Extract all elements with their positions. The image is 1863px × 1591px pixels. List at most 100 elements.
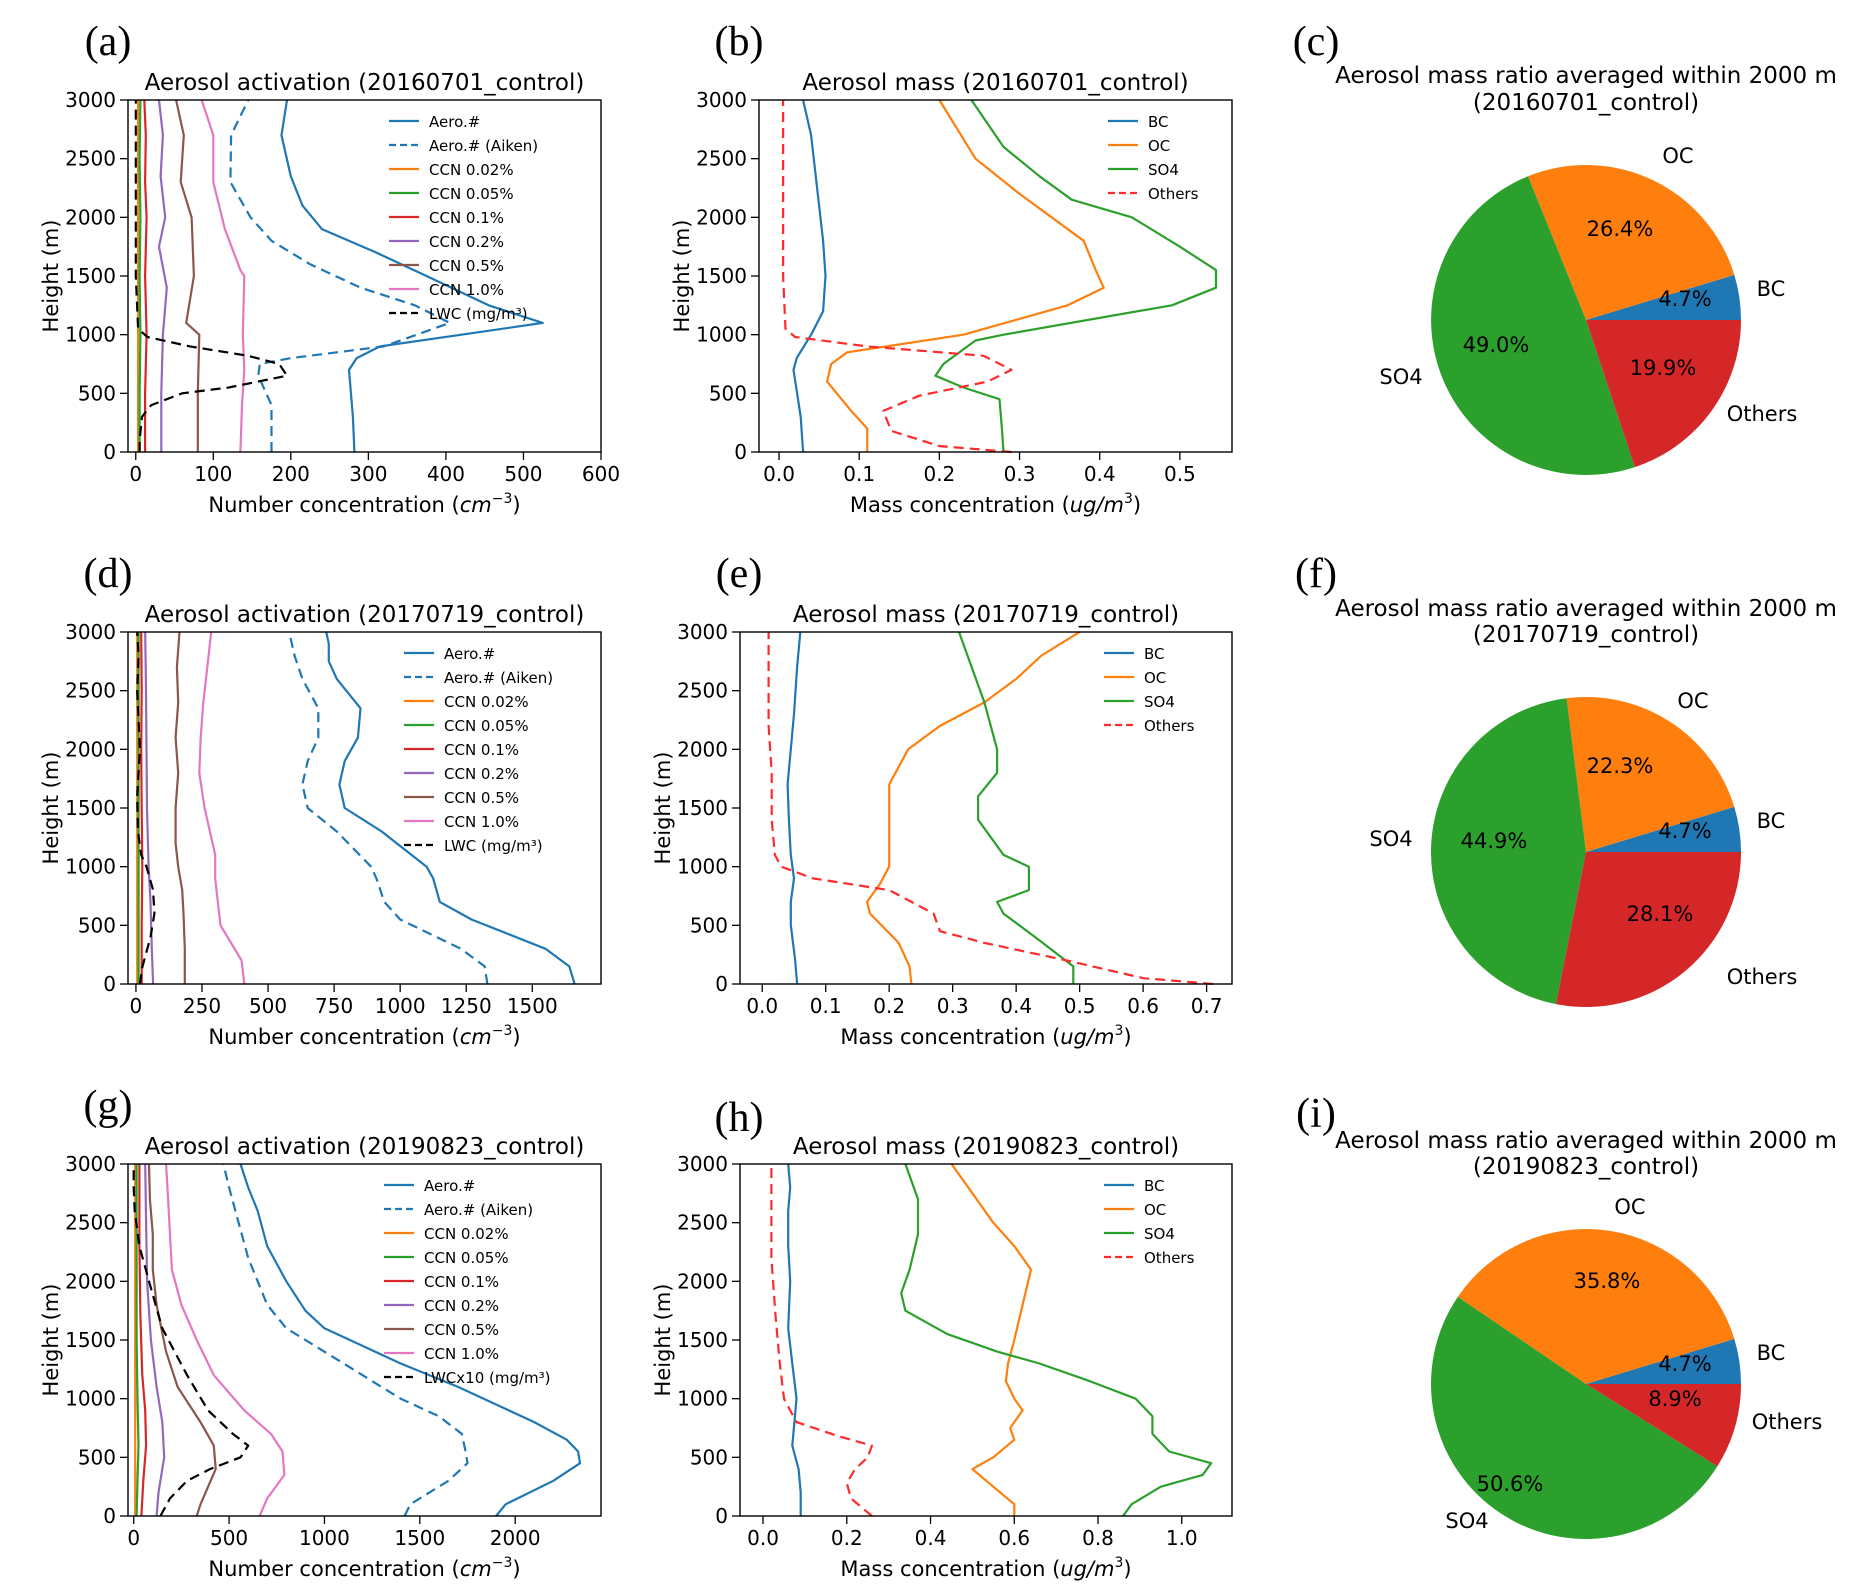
x-tick-label: 0 (127, 1526, 140, 1550)
series-line-e-bc (786, 631, 802, 985)
legend-label: CCN 0.5% (429, 257, 504, 275)
y-tick-label: 3000 (677, 1152, 728, 1176)
x-axis-label: Number concentration (cm−3) (208, 1023, 520, 1049)
chart-panel-a: 0 100 200 300 400 500 600 0 500 1000 1500 2000 2500 3… (39, 70, 620, 517)
pie-slice-bc (1586, 1338, 1741, 1384)
x-axis-label: Mass concentration (ug/m3) (850, 491, 1141, 517)
chart-title: Aerosol activation (20160701_control) (145, 70, 585, 96)
legend-label: Aero.# (429, 113, 480, 131)
chart-title: Aerosol mass (20170719_control) (793, 602, 1179, 628)
series-line-a-ccn-0-5- (175, 99, 201, 452)
series-line-h-oc (950, 1163, 1033, 1516)
pie-slice-oc (1457, 1229, 1735, 1384)
x-axis-label-text: Mass concentration ( (840, 1557, 1060, 1581)
pie-pct-label: 35.8% (1574, 1269, 1641, 1293)
panel-letter-h: (h) (715, 1095, 764, 1141)
legend-label: LWC (mg/m³) (429, 305, 528, 323)
x-axis-label-sup: −3 (492, 1023, 513, 1039)
x-tick-label: 0.2 (923, 462, 955, 486)
x-axis-label-text: Number concentration ( (208, 1025, 459, 1049)
pie-label: SO4 (1369, 827, 1412, 851)
x-tick-label: 0.6 (1127, 994, 1159, 1018)
y-axis-label: Height (m) (39, 220, 63, 333)
series-line-h-so4 (900, 1163, 1213, 1517)
series-line-g-lwcx10-mg-m- (132, 1164, 250, 1517)
x-axis-label-text: Mass concentration ( (850, 493, 1070, 517)
pie-label: BC (1757, 1341, 1786, 1365)
pie-slice-bc (1586, 806, 1741, 852)
pie-label: Others (1727, 402, 1798, 426)
chart-title: Aerosol mass ratio averaged within 2000 … (1335, 63, 1837, 89)
pie-slice-so4 (1431, 176, 1635, 475)
series-line-g-aero- (239, 1163, 582, 1517)
x-axis-label-close: ) (1133, 493, 1141, 517)
y-tick-label: 500 (78, 381, 116, 405)
series-line-g-ccn-1-0- (165, 1163, 286, 1517)
legend: BC OC SO4 Others (1108, 113, 1199, 203)
legend: Aero.# Aero.# (Aiken) CCN 0.02% CCN 0.05% CC… (404, 645, 553, 855)
pie-pct-label: 4.7% (1658, 1352, 1711, 1376)
series-line-d-aero-aiken- (288, 631, 489, 985)
legend: BC OC SO4 Others (1104, 1177, 1195, 1267)
series-line-b-others (781, 100, 1013, 454)
series-line-e-oc (865, 631, 1081, 985)
series-line-g-ccn-0-1- (138, 1164, 148, 1517)
y-tick-label: 2000 (65, 205, 116, 229)
x-tick-label: 0.4 (1084, 462, 1116, 486)
x-tick-label: 100 (194, 462, 232, 486)
pie-pct-label: 8.9% (1648, 1387, 1701, 1411)
y-tick-label: 2500 (65, 679, 116, 703)
x-tick-label: 0.4 (1000, 994, 1032, 1018)
chart-panel-e: 0.0 0.1 0.2 0.3 0.4 0.5 0.6 0.7 0 500 1000 1500 2000… (651, 602, 1233, 1049)
legend-label: Aero.# (Aiken) (424, 1201, 533, 1219)
x-axis-label-close: ) (512, 1025, 520, 1049)
pie-slice-oc (1528, 165, 1735, 320)
series-line-d-aero- (325, 631, 576, 985)
series-line-a-ccn-0-05- (138, 99, 142, 452)
pie-pct-label: 19.9% (1630, 356, 1697, 380)
legend-label: LWC (mg/m³) (444, 837, 543, 855)
series-line-b-bc (792, 99, 827, 453)
y-tick-label: 0 (715, 1504, 728, 1528)
legend-label: CCN 0.02% (429, 161, 514, 179)
x-tick-label: 1.0 (1166, 1526, 1198, 1550)
legend-label: SO4 (1144, 693, 1175, 711)
series-line-a-lwc-mg-m- (134, 100, 289, 452)
legend-label: OC (1144, 669, 1166, 687)
y-tick-label: 1000 (696, 323, 747, 347)
chart-title: Aerosol activation (20170719_control) (145, 602, 585, 628)
legend-label: LWCx10 (mg/m³) (424, 1369, 551, 1387)
x-axis-label-sup: 3 (1124, 491, 1133, 507)
x-tick-label: 0.7 (1191, 994, 1223, 1018)
series-line-d-ccn-1-0- (198, 631, 246, 985)
x-axis-label-unit: /m (1094, 493, 1124, 517)
x-tick-label: 0.0 (746, 994, 778, 1018)
y-tick-label: 1500 (677, 1328, 728, 1352)
y-tick-label: 3000 (65, 620, 116, 644)
x-tick-label: 500 (210, 1526, 248, 1550)
y-tick-label: 1500 (696, 264, 747, 288)
y-tick-label: 500 (690, 913, 728, 937)
series-line-d-ccn-0-1- (140, 631, 144, 984)
series-line-d-lwc-mg-m- (136, 631, 156, 985)
y-tick-label: 500 (78, 1445, 116, 1469)
y-tick-label: 1000 (677, 855, 728, 879)
y-axis-label: Height (m) (651, 752, 675, 865)
x-tick-label: 2000 (490, 1526, 541, 1550)
x-axis-label-unit: /m (1085, 1025, 1115, 1049)
y-tick-label: 2500 (677, 679, 728, 703)
legend-label: SO4 (1144, 1225, 1175, 1243)
legend-label: CCN 1.0% (444, 813, 519, 831)
series-line-e-so4 (957, 631, 1075, 984)
x-axis-label-close: ) (512, 493, 520, 517)
pie-slice-bc (1586, 274, 1741, 320)
x-tick-label: 750 (315, 994, 353, 1018)
series-line-g-aero-aiken- (222, 1163, 469, 1517)
series-line-a-aero- (280, 99, 544, 453)
x-tick-label: 0.4 (915, 1526, 947, 1550)
pie-slice-others (1586, 320, 1741, 468)
y-axis-label: Height (m) (651, 1284, 675, 1397)
pie-label: Others (1727, 965, 1798, 989)
y-tick-label: 500 (709, 381, 747, 405)
